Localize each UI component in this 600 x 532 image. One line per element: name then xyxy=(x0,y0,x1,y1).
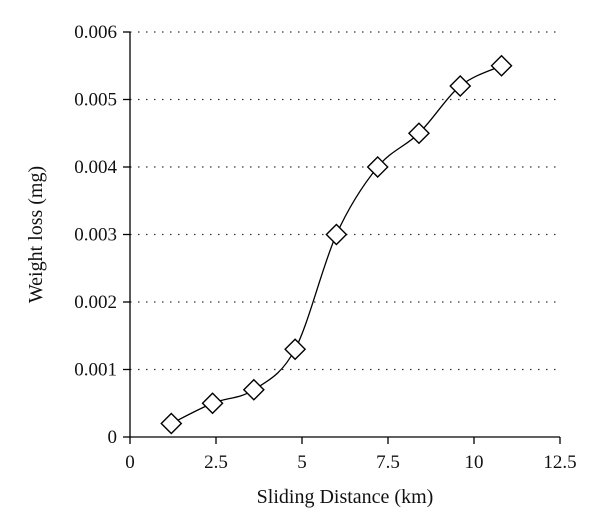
y-tick-label: 0.003 xyxy=(74,225,117,246)
y-tick-label: 0 xyxy=(108,427,118,448)
x-tick-label: 10 xyxy=(465,452,484,473)
y-axis-title: Weight loss (mg) xyxy=(25,166,47,303)
data-point xyxy=(160,412,183,435)
data-point xyxy=(201,392,224,415)
data-point xyxy=(490,54,513,77)
data-point xyxy=(284,338,307,361)
x-axis-title: Sliding Distance (km) xyxy=(257,486,434,508)
axes xyxy=(123,31,561,444)
data-point xyxy=(366,156,389,178)
data-point xyxy=(449,75,472,97)
x-tick-label: 12.5 xyxy=(543,452,576,473)
data-point xyxy=(242,378,265,401)
data-point xyxy=(325,223,348,246)
y-tick-label: 0.002 xyxy=(74,292,117,313)
x-tick-label: 7.5 xyxy=(376,452,400,473)
grid-lines xyxy=(130,31,560,371)
x-tick-label: 2.5 xyxy=(204,452,228,473)
y-tick-label: 0.004 xyxy=(74,157,117,178)
y-tick-label: 0.005 xyxy=(74,90,117,111)
series-group xyxy=(160,54,513,435)
x-tick-label: 5 xyxy=(297,452,307,473)
y-tick-label: 0.006 xyxy=(74,22,117,43)
x-tick-label: 0 xyxy=(125,452,135,473)
y-tick-label: 0.001 xyxy=(74,360,117,381)
tick-labels: 0 0.001 0.002 0.003 0.004 0.005 0.006 0 2.5 5 7.5 1… xyxy=(74,22,576,473)
data-point xyxy=(407,122,430,145)
